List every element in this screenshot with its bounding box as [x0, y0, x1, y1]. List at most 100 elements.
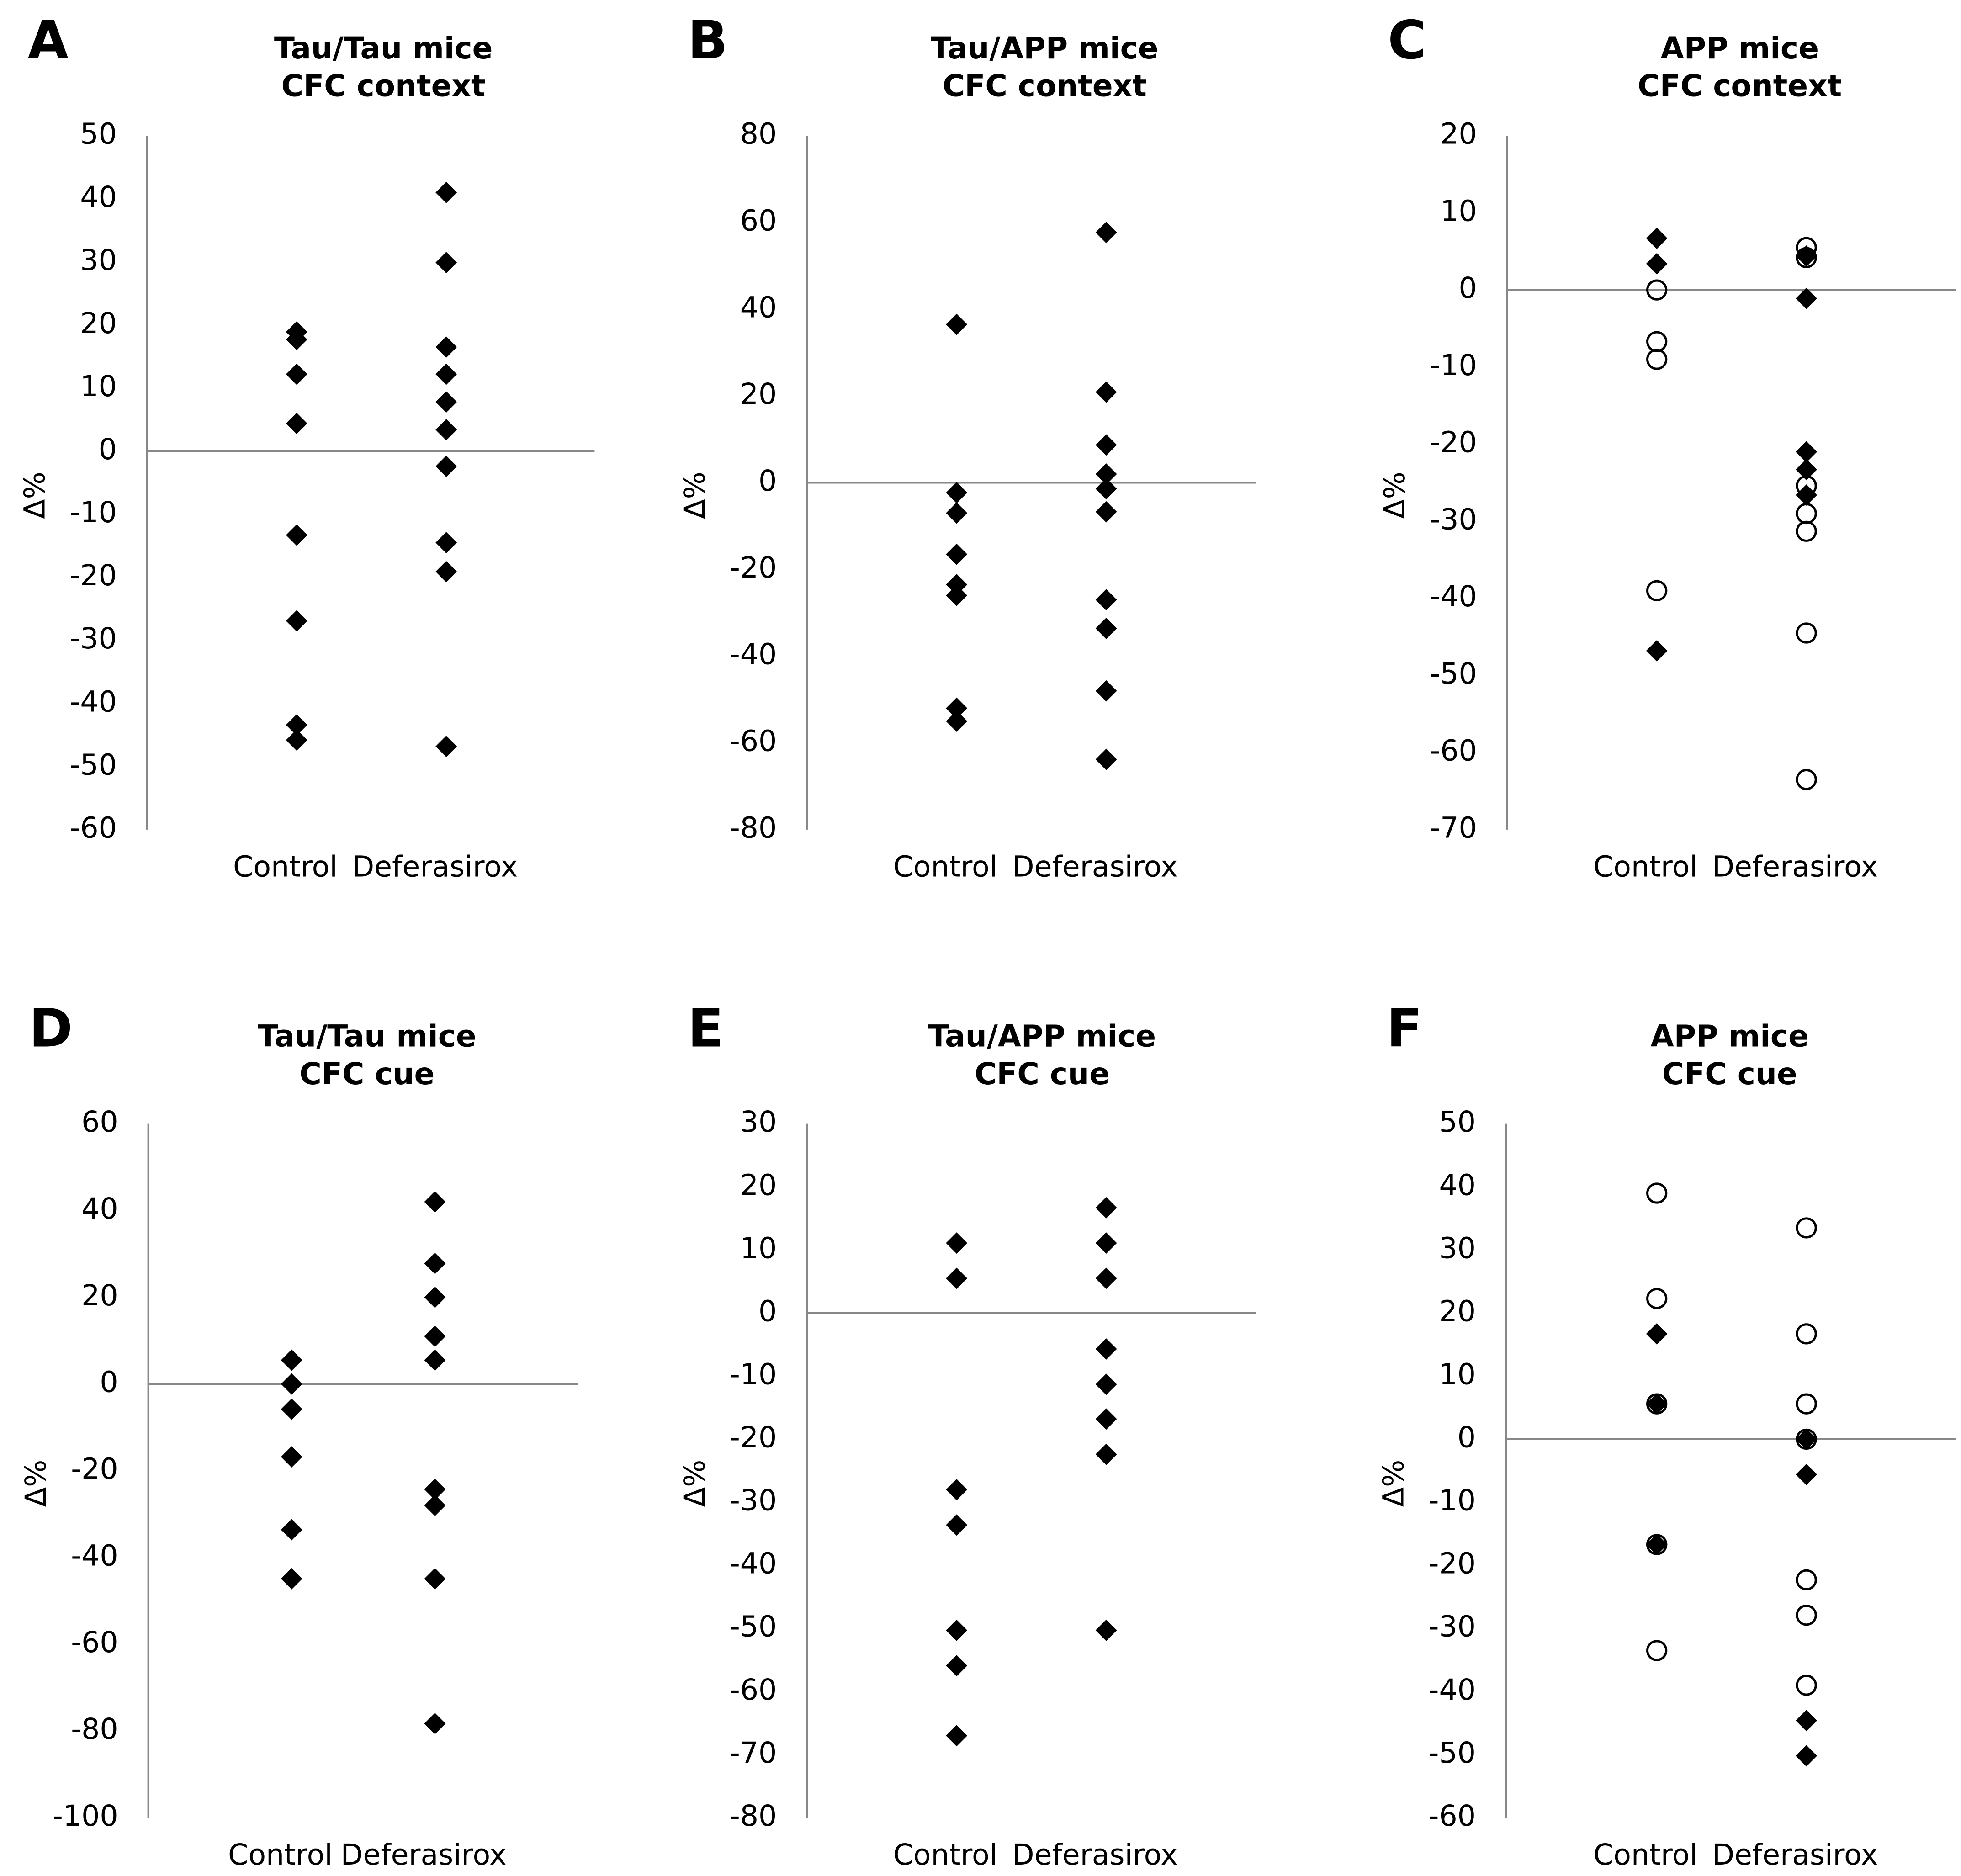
y-tick-label: 0: [758, 464, 777, 498]
point: [1796, 1463, 1817, 1485]
point: [1796, 1323, 1817, 1345]
y-tick-label: 30: [1439, 1231, 1476, 1265]
point: [1646, 1393, 1668, 1415]
point: [424, 1568, 446, 1590]
point: [946, 574, 968, 595]
chart-title: Tau/Tau mice: [258, 1019, 477, 1054]
y-tick-label: -40: [730, 637, 777, 671]
point: [424, 1479, 446, 1500]
point: [1646, 1534, 1668, 1555]
x-tick-label: Deferasirox: [1012, 850, 1178, 884]
x-tick-label: Deferasirox: [1712, 1838, 1878, 1871]
point: [946, 1619, 968, 1641]
y-tick-label: -20: [730, 551, 777, 584]
point: [1095, 1373, 1117, 1395]
point: [1796, 1428, 1817, 1450]
panel-letter: F: [1387, 998, 1423, 1060]
chart-title: APP mice: [1661, 31, 1819, 66]
point: [1095, 381, 1117, 403]
point: [435, 456, 457, 477]
point: [286, 413, 307, 435]
point: [1646, 640, 1668, 662]
point: [1796, 1745, 1817, 1767]
y-tick-label: 10: [740, 1231, 777, 1265]
point: [281, 1446, 302, 1468]
point: [946, 313, 968, 335]
point: [1646, 1288, 1668, 1309]
point: [1796, 441, 1817, 463]
point: [435, 336, 457, 358]
point: [1796, 1217, 1817, 1239]
y-axis-label: Δ%: [1378, 472, 1411, 519]
y-tick-label: 20: [740, 377, 777, 411]
point: [435, 419, 457, 440]
point: [1796, 1605, 1817, 1626]
point: [1796, 503, 1817, 525]
point: [1796, 622, 1817, 644]
point: [286, 610, 307, 632]
point: [946, 697, 968, 719]
chart-title: CFC context: [1638, 69, 1842, 104]
y-tick-label: 0: [99, 432, 117, 466]
y-tick-label: -20: [730, 1420, 777, 1454]
x-tick-label: Deferasirox: [352, 850, 518, 884]
point: [1095, 501, 1117, 523]
chart-title: CFC cue: [975, 1056, 1110, 1092]
y-tick-label: -10: [70, 495, 117, 529]
point: [1095, 618, 1117, 639]
chart-title: Tau/Tau mice: [274, 31, 493, 66]
y-tick-label: -60: [71, 1625, 118, 1659]
y-tick-label: -20: [1429, 1547, 1476, 1580]
y-tick-label: 80: [740, 117, 777, 151]
chart-title: CFC cue: [299, 1056, 435, 1092]
y-tick-label: 30: [740, 1105, 777, 1139]
panel-letter: A: [28, 10, 69, 71]
point: [1095, 1338, 1117, 1360]
y-tick-label: -60: [730, 1673, 777, 1706]
y-tick-label: 40: [81, 1192, 118, 1225]
x-tick-label: Deferasirox: [1712, 850, 1878, 884]
y-axis-label: Δ%: [678, 1460, 711, 1507]
point: [1796, 287, 1817, 309]
point: [424, 1494, 446, 1516]
y-tick-label: -50: [70, 747, 117, 781]
point: [1646, 228, 1668, 249]
point: [946, 584, 968, 606]
y-tick-label: 10: [1439, 1357, 1476, 1391]
point: [1095, 478, 1117, 500]
y-tick-label: 0: [1458, 271, 1477, 305]
panel-letter: D: [29, 998, 73, 1060]
point: [281, 1349, 302, 1371]
y-tick-label: -80: [71, 1712, 118, 1746]
y-tick-label: -60: [70, 811, 117, 844]
point: [1095, 1267, 1117, 1289]
y-tick-label: 30: [80, 243, 117, 277]
point: [281, 1519, 302, 1541]
point: [281, 1373, 302, 1395]
point: [946, 482, 968, 503]
point: [1646, 253, 1668, 275]
point: [1095, 434, 1117, 456]
point: [1095, 1619, 1117, 1641]
y-tick-label: 20: [81, 1278, 118, 1312]
y-tick-label: 0: [1458, 1420, 1476, 1454]
panel-letter: E: [688, 998, 724, 1060]
point: [1796, 247, 1817, 268]
panel-letter: C: [1388, 10, 1426, 71]
point: [1646, 1182, 1668, 1204]
y-tick-label: -100: [53, 1799, 118, 1833]
point: [424, 1191, 446, 1213]
point: [946, 1514, 968, 1536]
x-tick-label: Deferasirox: [1012, 1838, 1178, 1871]
point: [946, 502, 968, 524]
point: [946, 1655, 968, 1676]
point: [1646, 580, 1668, 601]
point: [281, 1568, 302, 1590]
point: [946, 710, 968, 732]
point: [1095, 589, 1117, 611]
x-tick-label: Control: [233, 850, 338, 884]
point: [946, 543, 968, 565]
y-tick-label: 0: [758, 1294, 777, 1328]
chart-title: Tau/APP mice: [928, 1019, 1156, 1054]
point: [1095, 1443, 1117, 1465]
